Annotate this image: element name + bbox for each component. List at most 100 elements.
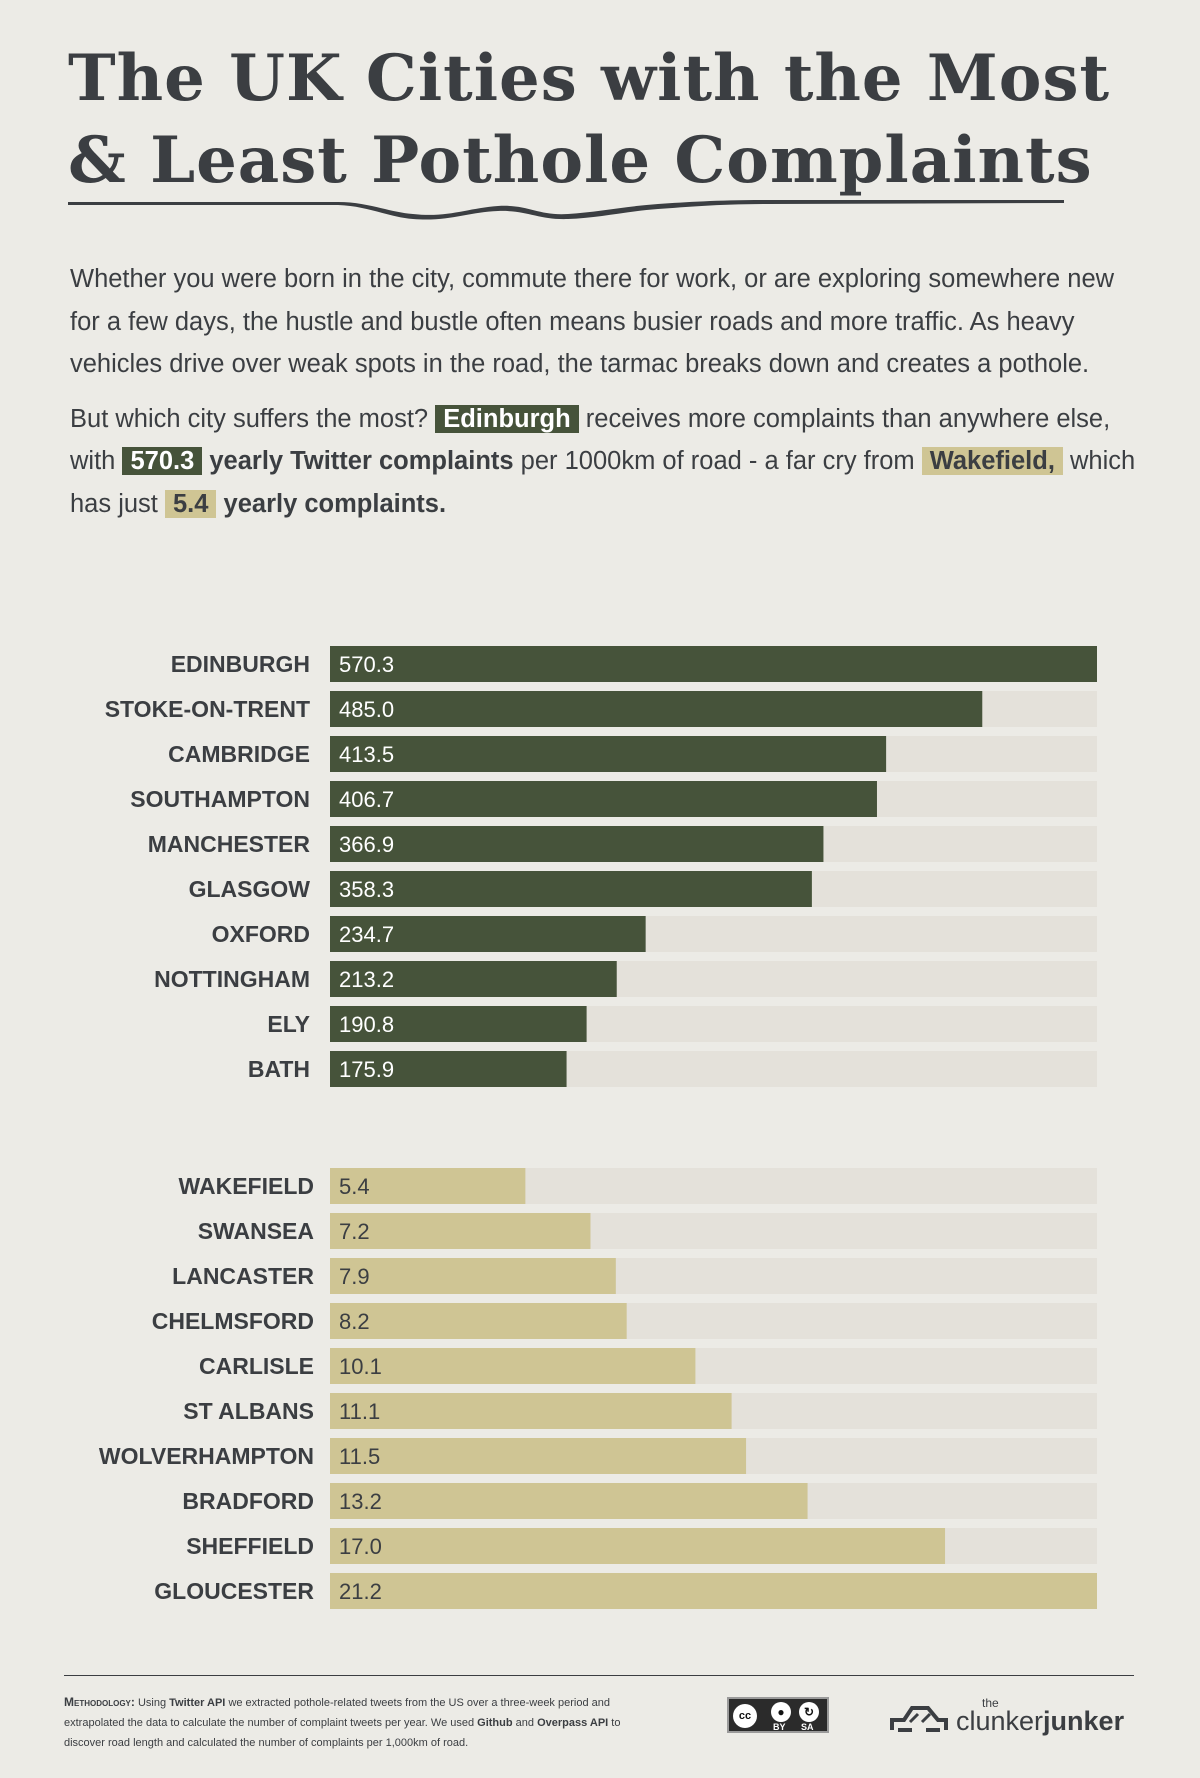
intro-paragraph-2: But which city suffers the most? Edinbur… [70, 398, 1140, 526]
title-line-2: & Least Pothole Complaints [68, 123, 1093, 198]
value-label: 406.7 [339, 787, 394, 812]
highlight-least-value: 5.4 [164, 489, 217, 518]
category-label: CAMBRIDGE [168, 741, 310, 767]
category-label: ELY [267, 1011, 310, 1037]
highlight-least-city: Wakefield, [921, 447, 1063, 475]
methodology-overpass: Overpass API [537, 1717, 609, 1729]
category-label: EDINBURGH [171, 651, 310, 677]
bar-most-2 [330, 736, 887, 772]
value-label: 234.7 [339, 922, 394, 947]
bar-least-4 [330, 1348, 696, 1384]
category-label: SOUTHAMPTON [130, 786, 310, 812]
bar-least-1 [330, 1213, 591, 1249]
methodology-github: Github [477, 1717, 513, 1729]
bar-most-0 [330, 646, 1097, 682]
category-label: CHELMSFORD [152, 1308, 314, 1334]
category-label: ST ALBANS [183, 1398, 314, 1424]
methodology-label: Methodology: [64, 1695, 135, 1709]
cc-sa-label: SA [801, 1722, 814, 1732]
value-label: 7.2 [339, 1219, 370, 1244]
category-label: LANCASTER [172, 1263, 314, 1289]
category-label: MANCHESTER [148, 831, 311, 857]
category-label: BATH [248, 1056, 310, 1082]
category-label: BRADFORD [182, 1488, 314, 1514]
value-label: 366.9 [339, 832, 394, 857]
bar-most-7 [330, 961, 617, 997]
title-line-1: The UK Cities with the Most [68, 41, 1111, 116]
value-label: 413.5 [339, 742, 394, 767]
clunkerjunker-logo: the clunkerjunker [888, 1696, 1138, 1740]
intro-text-f: yearly complaints. [223, 489, 447, 518]
methodology-text-4: to discover road length and calculated t… [64, 1717, 621, 1749]
value-label: 10.1 [339, 1354, 382, 1379]
logo-the: the [982, 1696, 999, 1710]
logo-wordmark: clunkerjunker [956, 1706, 1124, 1737]
value-label: 13.2 [339, 1489, 382, 1514]
value-label: 11.1 [339, 1399, 380, 1424]
bar-least-8 [330, 1528, 946, 1564]
value-label: 213.2 [339, 967, 394, 992]
methodology-text-2: we extracted pothole-related tweets from… [64, 1697, 610, 1729]
logo-clunker: clunker [956, 1706, 1044, 1736]
category-label: STOKE-ON-TRENT [105, 696, 310, 722]
value-label: 570.3 [339, 652, 394, 677]
logo-junker: junker [1043, 1706, 1125, 1736]
category-label: SWANSEA [198, 1218, 314, 1244]
category-label: OXFORD [212, 921, 310, 947]
value-label: 17.0 [339, 1534, 382, 1559]
bar-most-8 [330, 1006, 587, 1042]
methodology-note: Methodology: Using Twitter API we extrac… [64, 1692, 664, 1753]
highlight-most-city: Edinburgh [435, 404, 579, 433]
intro-text-b: receives more complaints than anywhere e… [70, 404, 1111, 476]
intro-text: Whether you were born in the city, commu… [70, 258, 1140, 537]
pothole-complaints-bar-chart: EDINBURGH 570.3 STOKE-ON-TRENT 485.0 CAMBRID… [99, 646, 1097, 1609]
share-alike-icon: ↻ [799, 1702, 819, 1722]
bar-least-0 [330, 1168, 526, 1204]
bar-most-9 [330, 1051, 567, 1087]
category-label: NOTTINGHAM [154, 966, 310, 992]
footer-divider [64, 1675, 1134, 1676]
cc-icon: cc [733, 1704, 757, 1728]
value-label: 7.9 [339, 1264, 370, 1289]
bar-least-2 [330, 1258, 616, 1294]
methodology-text-3: and [515, 1717, 535, 1729]
bar-most-6 [330, 916, 646, 952]
value-label: 11.5 [339, 1444, 380, 1469]
bar-least-9 [330, 1573, 1097, 1609]
category-label: WOLVERHAMPTON [99, 1443, 314, 1469]
intro-text-d: per 1000km of road - a far cry from [520, 447, 915, 475]
value-label: 175.9 [339, 1057, 394, 1082]
intro-text-a: But which city suffers the most? [70, 404, 429, 433]
category-label: GLOUCESTER [154, 1578, 314, 1604]
intro-text-c: yearly Twitter complaints [209, 447, 514, 475]
category-label: GLASGOW [189, 876, 311, 902]
creative-commons-badge: cc ● ↻ BY SA [727, 1697, 829, 1733]
methodology-text-1: Using [137, 1697, 167, 1709]
bar-least-6 [330, 1438, 747, 1474]
road-crack-divider [68, 200, 1064, 220]
value-label: 21.2 [339, 1579, 382, 1604]
value-label: 8.2 [339, 1309, 370, 1334]
cc-by-label: BY [773, 1722, 786, 1732]
value-label: 5.4 [339, 1174, 370, 1199]
methodology-twitter: Twitter API [169, 1697, 226, 1709]
bar-least-3 [330, 1303, 627, 1339]
bar-least-7 [330, 1483, 808, 1519]
category-label: SHEFFIELD [186, 1533, 314, 1559]
bar-most-3 [330, 781, 877, 817]
category-label: CARLISLE [199, 1353, 314, 1379]
bar-most-4 [330, 826, 824, 862]
attribution-icon: ● [771, 1702, 791, 1722]
bar-most-5 [330, 871, 812, 907]
bar-least-5 [330, 1393, 732, 1429]
page-title: The UK Cities with the Most & Least Poth… [68, 38, 1148, 202]
car-logo-icon [890, 1706, 948, 1732]
intro-paragraph-1: Whether you were born in the city, commu… [70, 265, 1115, 378]
highlight-most-value: 570.3 [122, 447, 203, 475]
value-label: 358.3 [339, 877, 394, 902]
value-label: 190.8 [339, 1012, 394, 1037]
category-label: WAKEFIELD [179, 1173, 314, 1199]
value-label: 485.0 [339, 697, 394, 722]
intro-text-e: which has just [70, 447, 1136, 518]
